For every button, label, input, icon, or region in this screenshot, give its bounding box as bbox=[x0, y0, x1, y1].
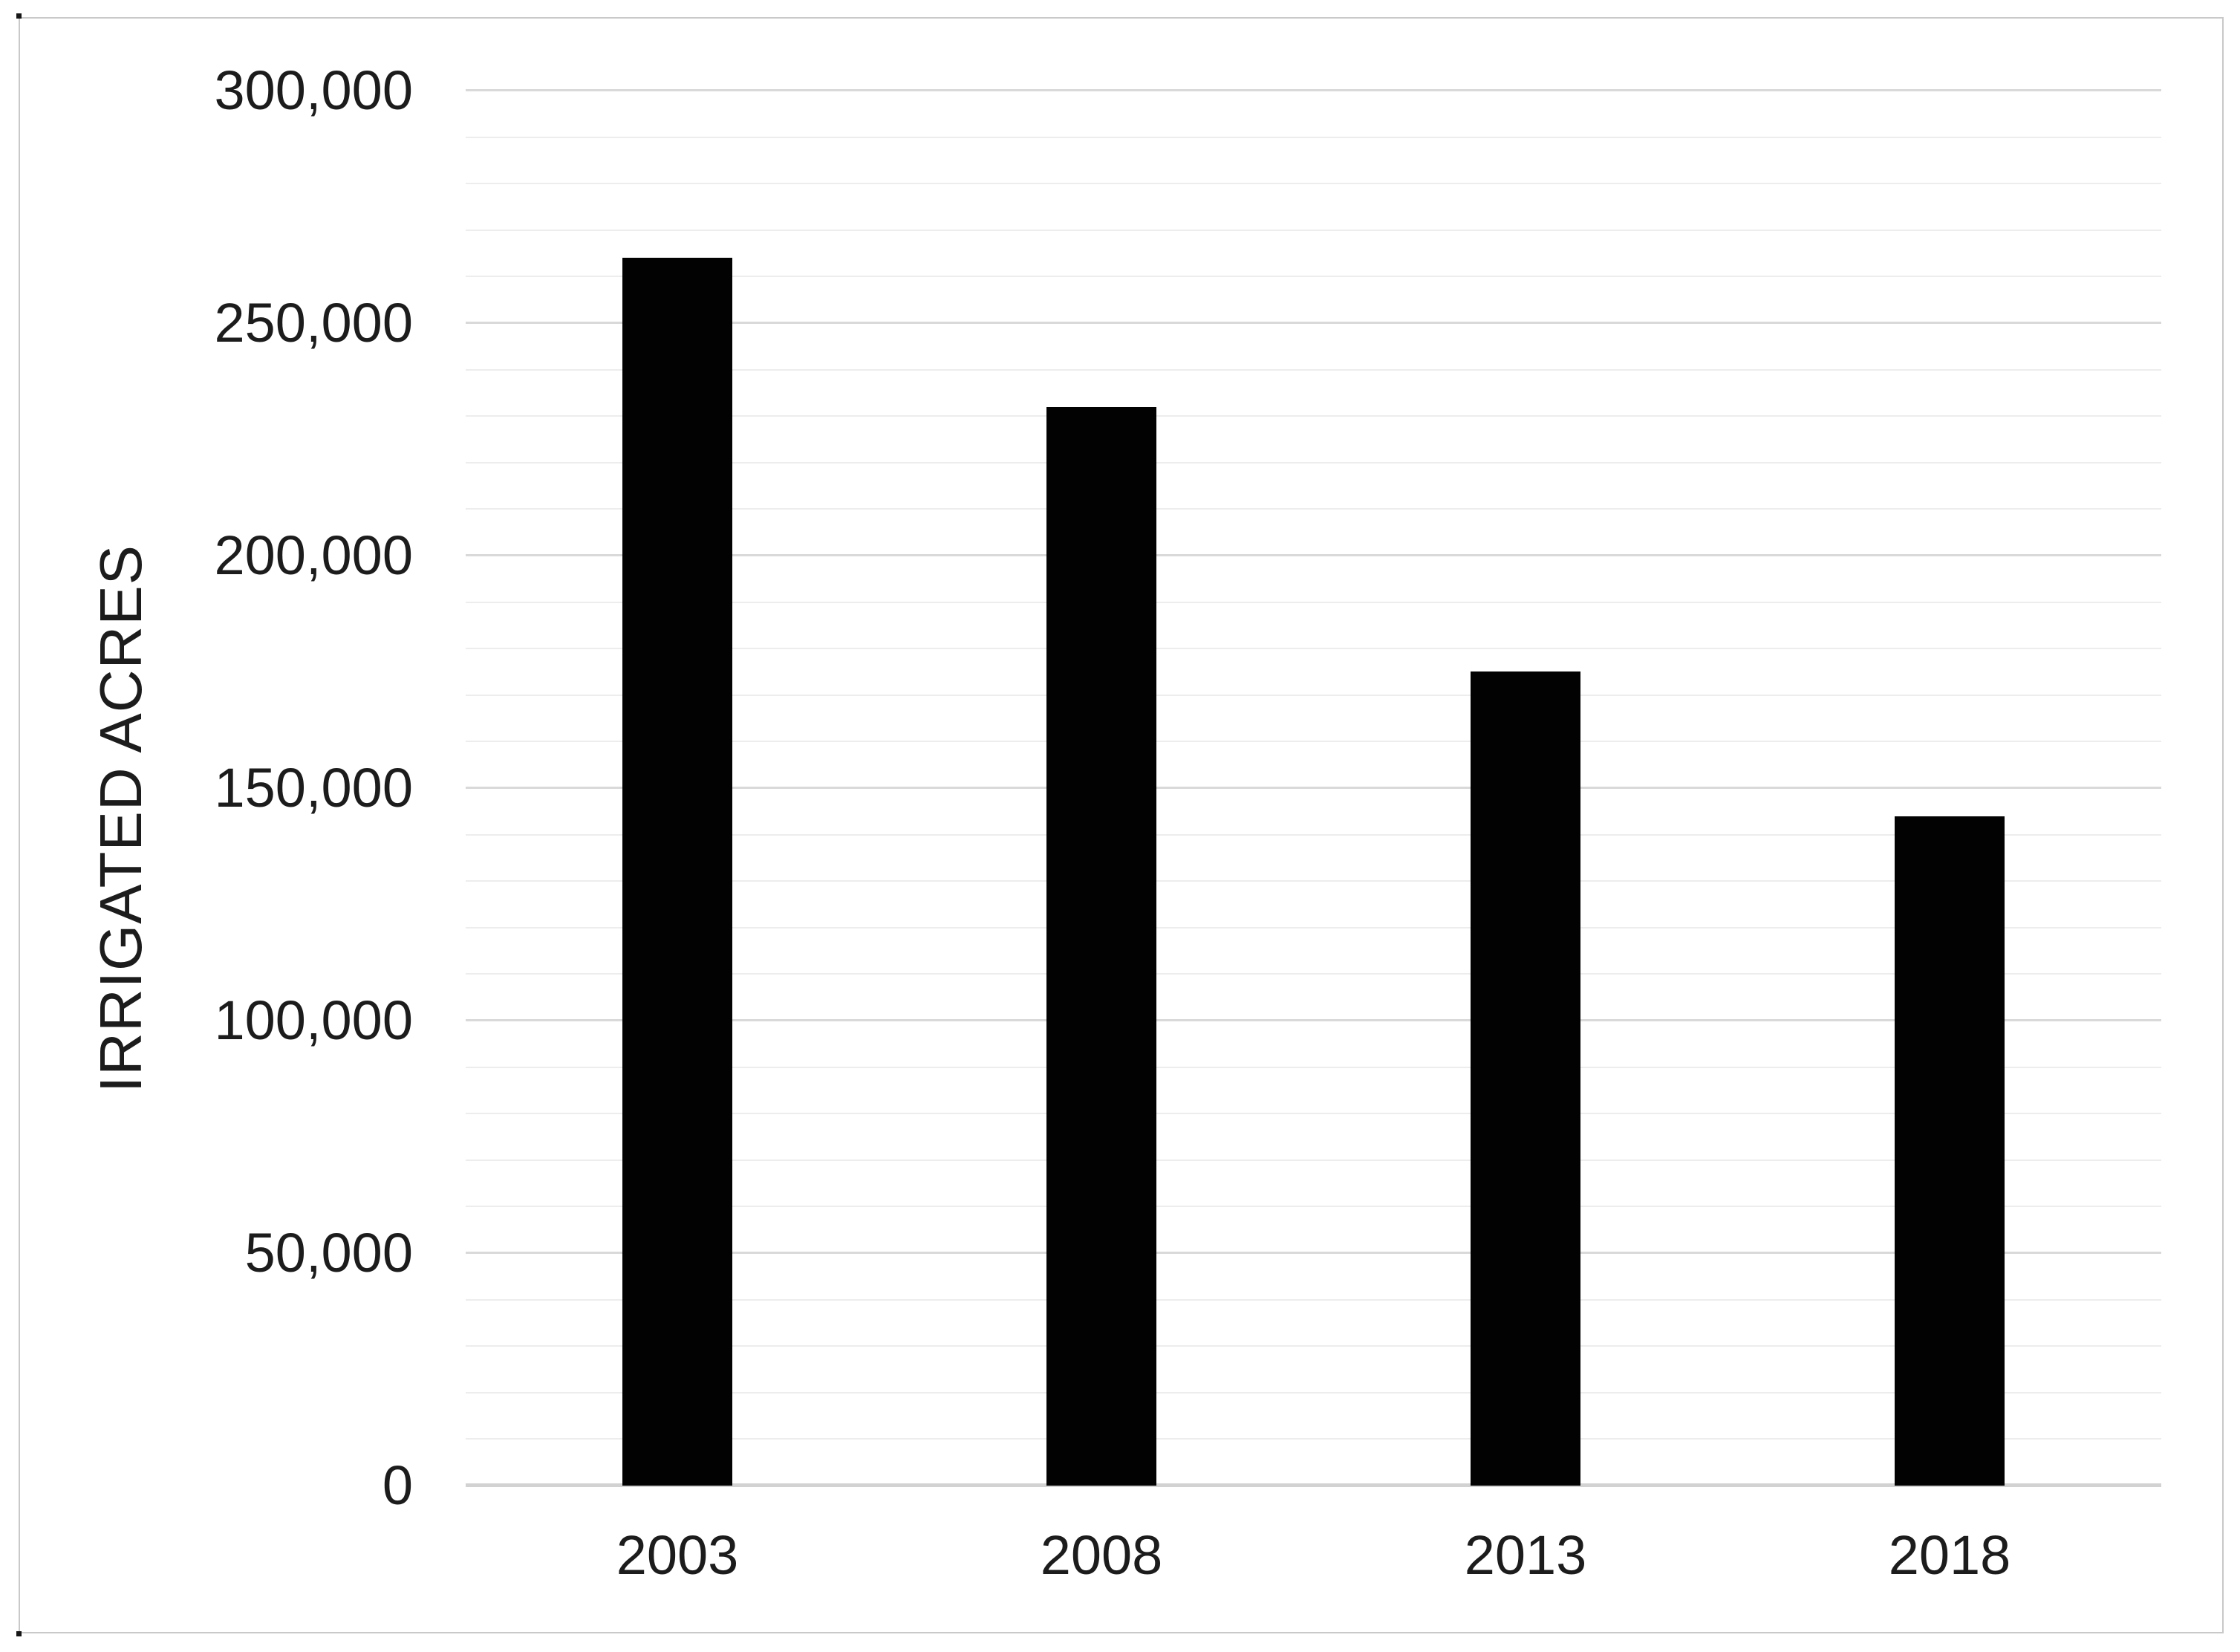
major-gridline bbox=[466, 787, 2161, 789]
minor-gridline bbox=[466, 137, 2161, 138]
x-tick-label-2003: 2003 bbox=[616, 1524, 739, 1586]
minor-gridline bbox=[466, 973, 2161, 975]
x-tick-label-2018: 2018 bbox=[1888, 1524, 2011, 1586]
major-gridline bbox=[466, 1252, 2161, 1254]
major-gridline bbox=[466, 89, 2161, 91]
y-tick-label-200000: 200,000 bbox=[214, 524, 414, 586]
minor-gridline bbox=[466, 880, 2161, 882]
bar-2003 bbox=[622, 258, 732, 1486]
y-tick-label-300000: 300,000 bbox=[214, 59, 414, 121]
x-tick-label-2013: 2013 bbox=[1464, 1524, 1587, 1586]
major-gridline bbox=[466, 322, 2161, 324]
minor-gridline bbox=[466, 834, 2161, 836]
minor-gridline bbox=[466, 1113, 2161, 1114]
minor-gridline bbox=[466, 508, 2161, 510]
bar-2013 bbox=[1471, 671, 1580, 1486]
minor-gridline bbox=[466, 927, 2161, 929]
frame-corner-dot-bottom-left bbox=[16, 1631, 22, 1636]
frame-corner-dot-top-left bbox=[16, 13, 22, 19]
minor-gridline bbox=[466, 1206, 2161, 1207]
minor-gridline bbox=[466, 1392, 2161, 1394]
minor-gridline bbox=[466, 369, 2161, 371]
minor-gridline bbox=[466, 695, 2161, 696]
minor-gridline bbox=[466, 1345, 2161, 1347]
minor-gridline bbox=[466, 415, 2161, 417]
x-tick-label-2008: 2008 bbox=[1040, 1524, 1163, 1586]
minor-gridline bbox=[466, 1067, 2161, 1068]
y-axis-tick-labels: 300,000 250,000 200,000 150,000 100,000 50,00… bbox=[0, 0, 414, 1652]
minor-gridline bbox=[466, 462, 2161, 464]
bar-2018 bbox=[1895, 816, 2005, 1486]
major-gridline bbox=[466, 1019, 2161, 1021]
chart-border-frame bbox=[19, 17, 2224, 1633]
bar-2008 bbox=[1046, 407, 1156, 1486]
x-axis-line bbox=[466, 1483, 2161, 1487]
minor-gridline bbox=[466, 602, 2161, 603]
minor-gridline bbox=[466, 1299, 2161, 1301]
minor-gridline bbox=[466, 183, 2161, 184]
minor-gridline bbox=[466, 648, 2161, 649]
minor-gridline bbox=[466, 1160, 2161, 1161]
major-gridline bbox=[466, 554, 2161, 556]
plot-area bbox=[466, 89, 2161, 1487]
y-tick-label-50000: 50,000 bbox=[244, 1222, 413, 1284]
minor-gridline bbox=[466, 741, 2161, 742]
minor-gridline bbox=[466, 1438, 2161, 1440]
minor-gridline bbox=[466, 230, 2161, 231]
y-tick-label-250000: 250,000 bbox=[214, 292, 414, 354]
minor-gridline bbox=[466, 276, 2161, 277]
y-tick-label-100000: 100,000 bbox=[214, 989, 414, 1051]
y-tick-label-0: 0 bbox=[382, 1454, 413, 1516]
y-tick-label-150000: 150,000 bbox=[214, 757, 414, 819]
